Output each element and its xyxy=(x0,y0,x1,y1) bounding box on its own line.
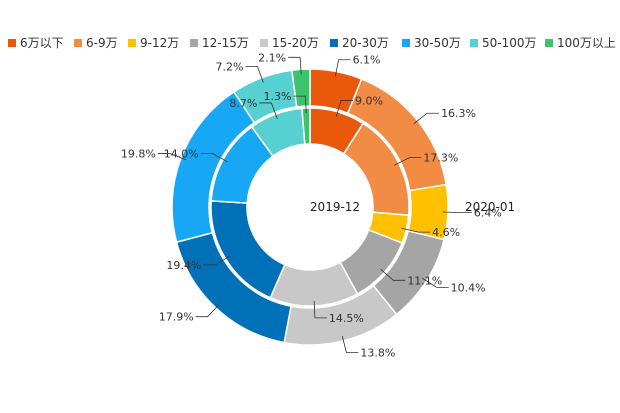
inner-leader-20-30 xyxy=(203,255,231,266)
inner-label-100: 1.3% xyxy=(264,90,292,103)
legend-swatch-50-100 xyxy=(470,39,478,47)
legend-label-6-9: 6-9万 xyxy=(86,36,118,50)
legend-swatch-9-12 xyxy=(128,39,136,47)
inner-leader-9-12 xyxy=(401,227,431,233)
legend-label-100: 100万以上 xyxy=(557,36,616,50)
inner-label-9-12: 4.6% xyxy=(432,226,460,239)
inner-leader-100 xyxy=(293,95,307,114)
outer-leader-50-100 xyxy=(245,66,264,83)
legend-label-9-12: 9-12万 xyxy=(140,36,179,50)
data-labels: 9.0% 17.3% 4.6% 11.1% 14.5% 19.4% 14.0% 8.7% 1.3… xyxy=(121,51,502,359)
legend-swatch-12-15 xyxy=(190,39,198,47)
inner-leader-6-9 xyxy=(394,157,422,166)
inner-label-30-50: 14.0% xyxy=(164,148,199,161)
inner-leader-12-15 xyxy=(380,268,406,281)
legend-swatch-6 xyxy=(8,39,16,47)
outer-label-12-15: 10.4% xyxy=(451,281,486,294)
legend-label-12-15: 12-15万 xyxy=(202,36,249,50)
outer-ring-2020-01 xyxy=(171,68,449,346)
outer-leader-100 xyxy=(288,56,302,75)
legend-swatch-30-50 xyxy=(402,39,410,47)
inner-label-50-100: 8.7% xyxy=(229,97,257,110)
outer-leader-30-50 xyxy=(157,153,186,160)
outer-leader-9-12 xyxy=(442,211,472,214)
outer-leader-6 xyxy=(334,59,351,77)
inner-label-6-9: 17.3% xyxy=(423,152,458,165)
inner-ring-2019-12 xyxy=(210,107,410,307)
legend-label-20-30: 20-30万 xyxy=(342,36,389,50)
outer-label-6-9: 16.3% xyxy=(441,107,476,120)
legend-swatch-100 xyxy=(545,39,553,47)
outer-series-name: 2020-01 xyxy=(465,200,515,214)
inner-leader-6 xyxy=(335,100,353,117)
outer-leader-15-20 xyxy=(341,335,359,353)
inner-series-name: 2019-12 xyxy=(310,200,360,214)
inner-leader-50-100 xyxy=(259,102,278,120)
outer-leader-6-9 xyxy=(413,112,440,125)
inner-label-20-30: 19.4% xyxy=(166,259,201,272)
legend-label-50-100: 50-100万 xyxy=(482,36,537,50)
legend-label-30-50: 30-50万 xyxy=(414,36,461,50)
inner-label-12-15: 11.1% xyxy=(407,274,442,287)
legend-label-6: 6万以下 xyxy=(20,36,64,50)
legend-swatch-15-20 xyxy=(260,39,268,47)
outer-label-6: 6.1% xyxy=(353,54,381,67)
legend-label-15-20: 15-20万 xyxy=(272,36,319,50)
inner-label-6: 9.0% xyxy=(355,94,383,107)
outer-label-20-30: 17.9% xyxy=(159,311,194,324)
outer-label-50-100: 7.2% xyxy=(215,61,243,74)
outer-label-30-50: 19.8% xyxy=(121,148,156,161)
inner-label-15-20: 14.5% xyxy=(329,312,364,325)
outer-leader-12-15 xyxy=(422,277,449,288)
inner-leader-15-20 xyxy=(313,300,327,319)
legend-swatch-6-9 xyxy=(74,39,82,47)
inner-leader-30-50 xyxy=(200,153,228,163)
outer-leader-20-30 xyxy=(195,303,220,318)
outer-label-9-12: 6.4% xyxy=(474,207,502,220)
outer-label-100: 2.1% xyxy=(258,51,286,64)
legend: 6万以下 6-9万 9-12万 12-15万 15-20万 20-30万 30-50万 50-… xyxy=(8,36,616,50)
outer-label-15-20: 13.8% xyxy=(360,347,395,360)
inner-slice-100 xyxy=(301,107,311,146)
legend-swatch-20-30 xyxy=(330,39,338,47)
